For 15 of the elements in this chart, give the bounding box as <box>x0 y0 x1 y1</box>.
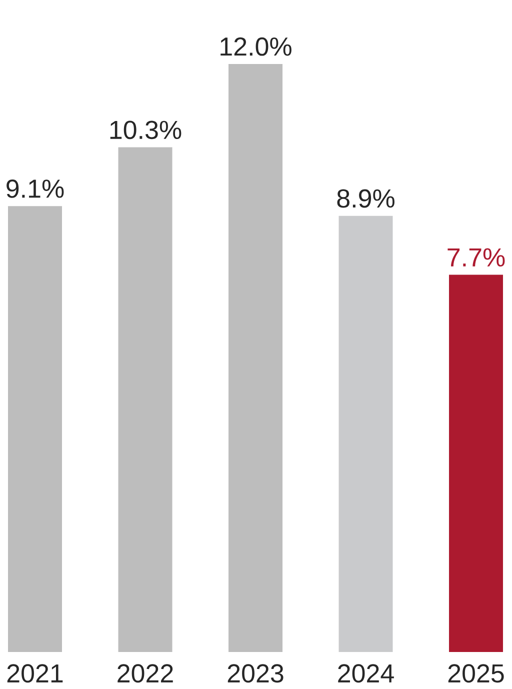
data-label: 7.7% <box>448 248 505 267</box>
x-tick-label: 2023 <box>228 664 284 683</box>
bar <box>118 147 172 652</box>
data-label: 9.1% <box>6 179 64 198</box>
data-label: 12.0% <box>220 37 292 56</box>
x-tick-label: 2024 <box>338 664 394 683</box>
bar <box>8 206 62 652</box>
bar <box>228 64 282 652</box>
bar <box>448 274 503 652</box>
data-label: 8.9% <box>337 189 394 208</box>
x-tick-label: 2022 <box>118 664 173 683</box>
x-tick-label: 2021 <box>7 664 63 683</box>
data-label: 10.3% <box>110 120 182 140</box>
x-tick-label: 2025 <box>448 664 504 683</box>
bar <box>338 216 393 652</box>
